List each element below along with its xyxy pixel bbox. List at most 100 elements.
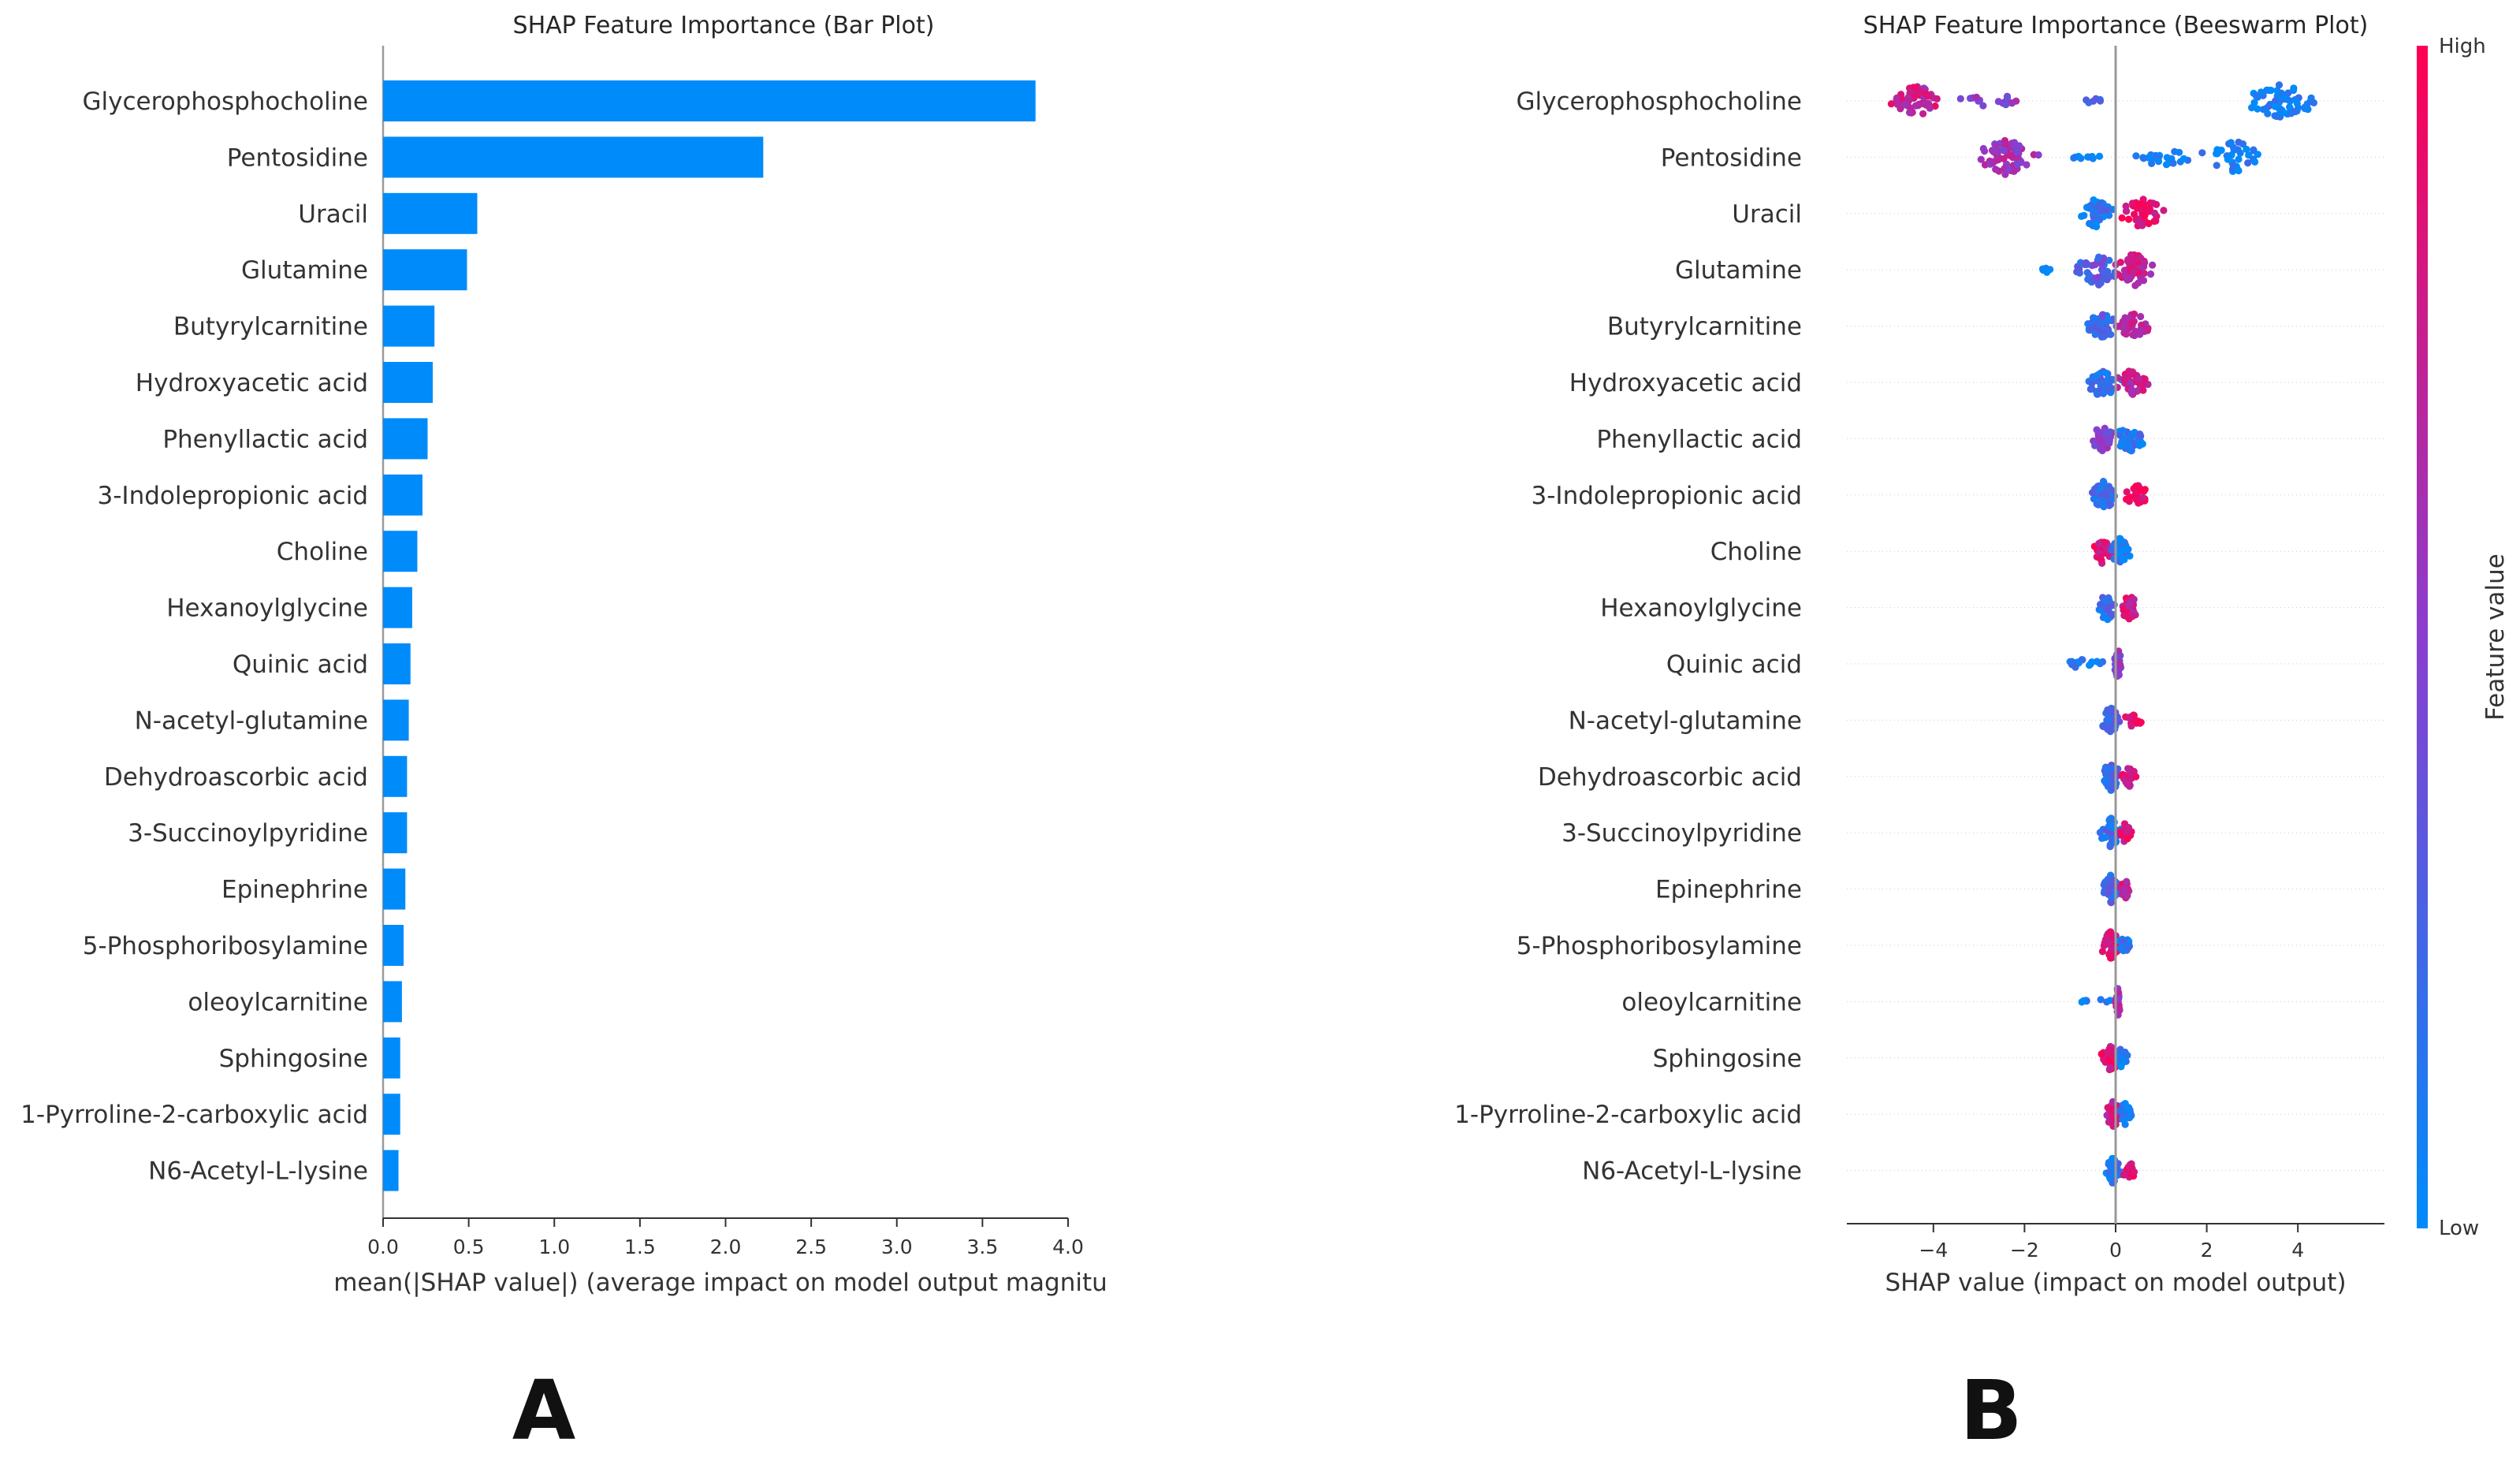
beeswarm-dot-hexanoylglycine	[2125, 602, 2133, 610]
bar-label-glycerophosphocholine: Glycerophosphocholine	[83, 88, 368, 116]
beeswarm-dot-dehydroascorbic-acid	[2120, 775, 2128, 783]
beeswarm-label-oleoylcarnitine: oleoylcarnitine	[1621, 988, 1802, 1016]
beeswarm-dot-butyrylcarnitine	[2094, 319, 2102, 326]
bar-label-n-acetyl-glutamine: N-acetyl-glutamine	[135, 706, 368, 735]
beeswarm-label-phenyllactic-acid: Phenyllactic acid	[1596, 425, 1802, 453]
beeswarm-x-tick-label: −4	[1919, 1239, 1948, 1262]
beeswarm-dot-choline	[2097, 553, 2105, 562]
bar-phenyllactic-acid	[383, 418, 428, 460]
beeswarm-dot-glutamine	[2101, 268, 2109, 276]
beeswarm-dot-pentosidine	[2013, 148, 2021, 156]
beeswarm-dot-glycerophosphocholine	[1901, 100, 1909, 108]
beeswarm-dot-butyrylcarnitine	[2130, 310, 2138, 318]
beeswarm-dot-pentosidine	[2034, 151, 2042, 159]
beeswarm-dot-oleoylcarnitine	[2097, 996, 2105, 1004]
beeswarm-dot-pentosidine	[2013, 161, 2021, 169]
beeswarm-dot-pentosidine	[2085, 153, 2093, 161]
bar-label-3-indolepropionic-acid: 3-Indolepropionic acid	[98, 482, 368, 510]
beeswarm-dot-glycerophosphocholine	[2265, 86, 2273, 95]
beeswarm-dot-uracil	[2138, 222, 2146, 229]
beeswarm-dot-quinic-acid	[2096, 660, 2104, 668]
beeswarm-dot-phenyllactic-acid	[2119, 427, 2127, 434]
beeswarm-dot-phenyllactic-acid	[2136, 430, 2144, 438]
beeswarm-dot-glutamine	[2094, 274, 2101, 281]
beeswarm-dot-glycerophosphocholine	[2291, 108, 2299, 116]
beeswarm-x-ticks: −4 −2 0 2 4	[1919, 1224, 2304, 1262]
beeswarm-dot-glycerophosphocholine	[2276, 105, 2284, 114]
beeswarm-dot-phenyllactic-acid	[2138, 440, 2146, 448]
beeswarm-dot-glycerophosphocholine	[2265, 102, 2273, 110]
bar-plot-title: SHAP Feature Importance (Bar Plot)	[513, 12, 935, 39]
beeswarm-dot-n6-acetyl-l-lysine	[2105, 1168, 2113, 1176]
beeswarm-dot-glycerophosphocholine	[2290, 84, 2298, 92]
panel-label-b: B	[1960, 1362, 2022, 1459]
bar-plot-bars	[383, 80, 1036, 1191]
beeswarm-dot-pentosidine	[2250, 146, 2258, 154]
beeswarm-dot-uracil	[2118, 214, 2126, 222]
beeswarm-dot-phenyllactic-acid	[2126, 433, 2134, 441]
beeswarm-dot-pentosidine	[2149, 155, 2157, 162]
beeswarm-x-tick-label: 2	[2201, 1239, 2213, 1262]
beeswarm-dot-glycerophosphocholine	[1911, 84, 1919, 91]
panel-label-a: A	[512, 1362, 576, 1459]
bar-sphingosine	[383, 1037, 400, 1079]
beeswarm-dot-pentosidine	[2070, 154, 2078, 162]
beeswarm-dot-uracil	[2136, 200, 2144, 208]
beeswarm-dot-sphingosine	[2108, 1053, 2116, 1060]
beeswarm-dot-quinic-acid	[2088, 658, 2096, 666]
beeswarm-x-tick-label: −2	[2010, 1239, 2039, 1262]
beeswarm-label-glutamine: Glutamine	[1675, 256, 1802, 285]
beeswarm-dot-uracil	[2125, 215, 2133, 223]
bar-plot-x-ticks: 0.0 0.5 1.0 1.5 2.0 2.5 3.0 3.5 4.0	[367, 1218, 1084, 1258]
beeswarm-dot-pentosidine	[2139, 155, 2148, 162]
bar-label-oleoylcarnitine: oleoylcarnitine	[188, 988, 368, 1016]
beeswarm-label-butyrylcarnitine: Butyrylcarnitine	[1607, 313, 1802, 341]
beeswarm-dot-butyrylcarnitine	[2087, 324, 2095, 332]
beeswarm-dot-glycerophosphocholine	[1924, 92, 1932, 100]
beeswarm-dot-butyrylcarnitine	[2098, 311, 2106, 319]
beeswarm-x-tick-label: 0	[2109, 1239, 2122, 1262]
beeswarm-dot-pentosidine	[2213, 162, 2220, 170]
beeswarm-dot-pentosidine	[2198, 149, 2206, 157]
beeswarm-dot-pentosidine	[2162, 161, 2171, 169]
beeswarm-dot-butyrylcarnitine	[2104, 317, 2112, 325]
beeswarm-dot-glycerophosphocholine	[2252, 92, 2260, 100]
beeswarm-dot-uracil	[2145, 219, 2153, 228]
beeswarm-dot-uracil	[2085, 204, 2094, 212]
beeswarm-dot-glycerophosphocholine	[2250, 99, 2258, 106]
bar-x-tick-label: 0.0	[367, 1236, 399, 1258]
beeswarm-dot-oleoylcarnitine	[2079, 997, 2087, 1004]
beeswarm-dot-choline	[2126, 552, 2134, 560]
bar-label-pentosidine: Pentosidine	[227, 143, 368, 172]
beeswarm-dot-phenyllactic-acid	[2125, 443, 2133, 451]
beeswarm-dot-hydroxyacetic-acid	[2094, 390, 2101, 398]
beeswarm-dot-hydroxyacetic-acid	[2086, 385, 2094, 393]
beeswarm-dot-glutamine	[2077, 259, 2085, 266]
beeswarm-dot-5-phosphoribosylamine	[2101, 936, 2109, 944]
beeswarm-dot-dehydroascorbic-acid	[2101, 764, 2109, 772]
beeswarm-dot-3-indolepropionic-acid	[2105, 501, 2113, 509]
bar-uracil	[383, 192, 478, 234]
beeswarm-dot-glycerophosphocholine	[2272, 112, 2280, 121]
beeswarm-dot-pentosidine	[2244, 159, 2252, 167]
beeswarm-dot-glutamine	[2127, 251, 2135, 259]
beeswarm-dot-n-acetyl-glutamine	[2108, 706, 2116, 714]
beeswarm-dot-hydroxyacetic-acid	[2103, 386, 2112, 393]
beeswarm-dot-glycerophosphocholine	[2272, 97, 2280, 105]
beeswarm-dot-n6-acetyl-l-lysine	[2113, 1165, 2121, 1172]
beeswarm-dot-glutamine	[2039, 266, 2047, 274]
beeswarm-dot-phenyllactic-acid	[2098, 441, 2106, 449]
colorbar	[2417, 46, 2428, 1228]
beeswarm-dot-5-phosphoribosylamine	[2105, 929, 2113, 937]
beeswarm-dot-hydroxyacetic-acid	[2139, 386, 2147, 394]
beeswarm-dot-3-indolepropionic-acid	[2123, 488, 2131, 496]
beeswarm-label-5-phosphoribosylamine: 5-Phosphoribosylamine	[1517, 932, 1802, 960]
beeswarm-dot-glutamine	[2098, 260, 2105, 268]
beeswarm-dot-phenyllactic-acid	[2120, 434, 2128, 442]
bar-label-n6-acetyl-l-lysine: N6-Acetyl-L-lysine	[148, 1157, 368, 1186]
bar-x-tick-label: 0.5	[453, 1236, 485, 1258]
beeswarm-dot-uracil	[2090, 209, 2098, 217]
bar-quinic-acid	[383, 643, 411, 684]
beeswarm-dot-pentosidine	[2132, 152, 2140, 160]
bar-label-hydroxyacetic-acid: Hydroxyacetic acid	[136, 369, 368, 397]
